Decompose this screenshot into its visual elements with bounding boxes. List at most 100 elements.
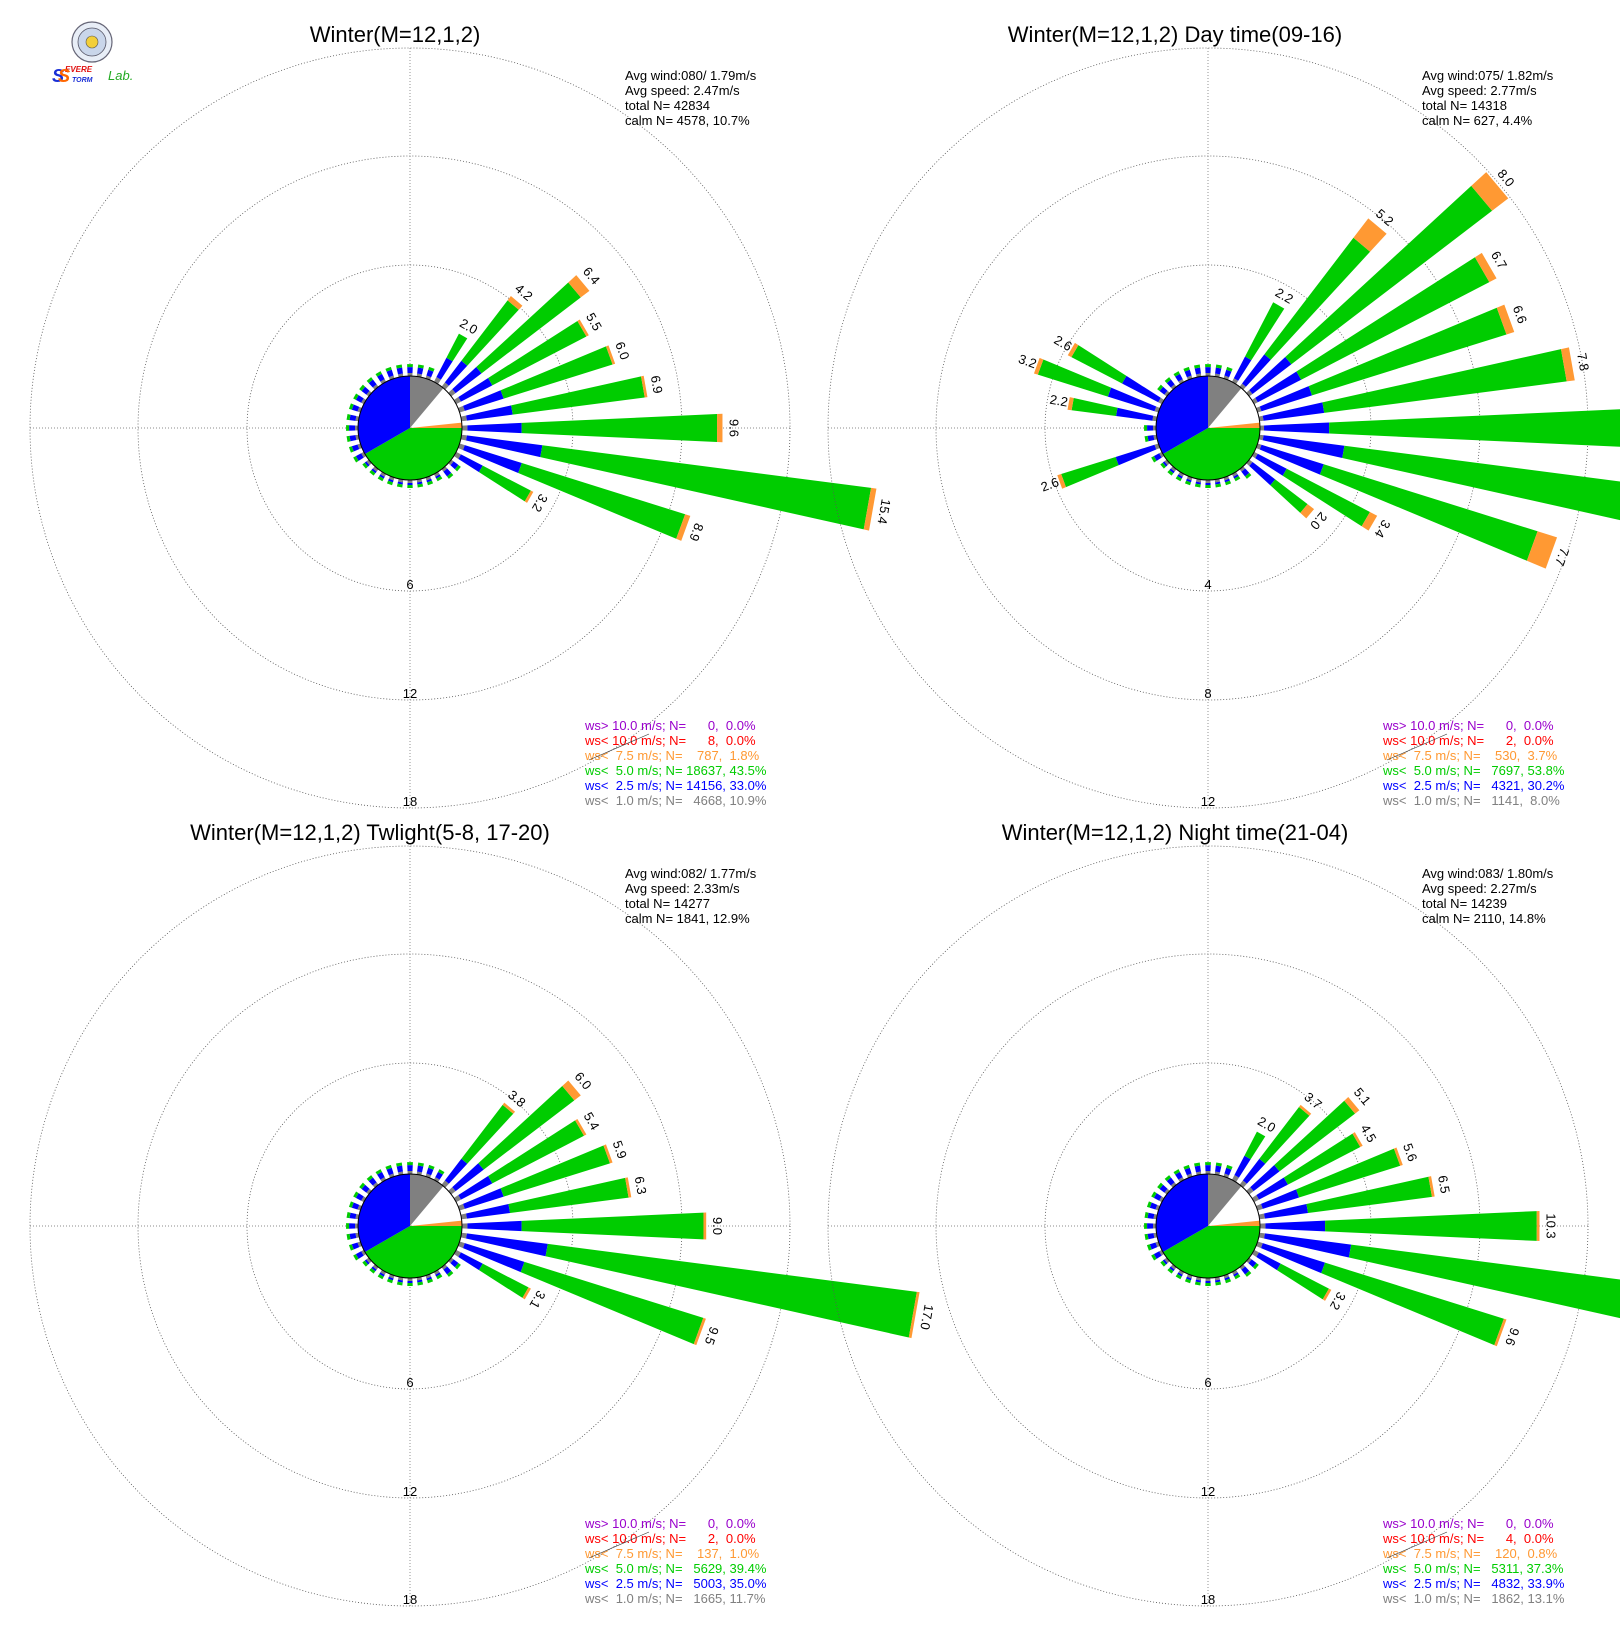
bar-seg-ws2-5: [1234, 1155, 1251, 1178]
filler-bar-mid: [1173, 371, 1180, 377]
filler-bar-calm: [366, 459, 372, 466]
filler-bar-low: [396, 367, 403, 375]
stat-avg-speed: Avg speed: 2.27m/s: [1422, 881, 1537, 896]
filler-bar-calm: [1205, 479, 1211, 483]
filler-bar-low: [1233, 1272, 1239, 1277]
bar-seg-ws7-5: [603, 1144, 613, 1164]
filler-bar-low: [377, 373, 385, 382]
filler-bar-low: [1241, 1266, 1250, 1275]
filler-bar-calm: [433, 1269, 440, 1275]
filler-bar-low: [364, 1259, 370, 1265]
bar-pct-label: 3.2: [529, 491, 551, 514]
bar-seg-ws1: [1259, 1223, 1266, 1229]
bar-seg-ws7-5: [908, 1291, 920, 1339]
bar-seg-ws2-5: [1255, 371, 1302, 403]
filler-bar-calm: [441, 1264, 448, 1270]
bar-seg-ws5: [511, 376, 645, 415]
bar-seg-ws1: [1258, 1213, 1265, 1220]
filler-bar-mid: [346, 1233, 351, 1240]
filler-bar-mid: [1144, 1223, 1148, 1229]
filler-bar-low: [1194, 367, 1201, 375]
filler-bar-calm: [448, 459, 454, 466]
filler-bar-mid: [1144, 425, 1148, 431]
filler-bar-low: [1169, 468, 1175, 474]
filler-bar-calm: [1178, 1269, 1185, 1275]
bar-seg-ws5: [1342, 445, 1620, 521]
bar-seg-ws7-5: [625, 1177, 632, 1198]
filler-bar-calm: [361, 451, 367, 458]
bar-seg-ws5: [1244, 1131, 1266, 1160]
bar-pct-label: 7.8: [1574, 352, 1592, 372]
bar-seg-ws5: [1306, 1176, 1432, 1214]
filler-bar-low: [349, 435, 357, 442]
filler-bar-calm: [366, 1188, 372, 1195]
bar-pct-label: 3.1: [527, 1288, 549, 1311]
bar-seg-ws2-5: [1262, 435, 1345, 459]
filler-bar-mid: [417, 483, 424, 488]
bar-seg-ws7-5: [1536, 1210, 1540, 1242]
filler-bar-low: [1159, 1184, 1168, 1193]
filler-bar-mid: [427, 1278, 434, 1284]
filler-bar-mid: [369, 1267, 376, 1274]
bar-seg-ws1: [461, 1223, 468, 1229]
legend-entry: ws< 5.0 m/s; N= 18637, 43.5%: [584, 763, 767, 778]
filler-bar-mid: [1164, 1175, 1171, 1182]
filler-bar-low: [1169, 1266, 1175, 1272]
filler-bar-mid: [1146, 1244, 1152, 1251]
filler-bar-calm: [407, 1171, 413, 1175]
filler-bar-low: [1205, 367, 1211, 374]
filler-bar-low: [1147, 1223, 1154, 1229]
bar-pct-label: 5.6: [1400, 1141, 1420, 1163]
bar-seg-ws7-5: [1526, 531, 1558, 569]
bar-seg-ws2-5: [1255, 453, 1287, 476]
ring-label: 12: [403, 1484, 417, 1499]
filler-bar-mid: [1194, 1162, 1201, 1167]
filler-bar-low: [377, 1171, 385, 1180]
filler-bar-low: [1224, 1167, 1232, 1176]
filler-bar-mid: [407, 484, 413, 488]
filler-bar-low: [435, 1171, 443, 1180]
filler-bar-mid: [359, 384, 366, 391]
bar-seg-ws5: [1329, 409, 1620, 447]
filler-bar-mid: [385, 366, 392, 372]
bar-seg-ws2-5: [458, 1252, 483, 1271]
legend-strike-line: [1386, 733, 1448, 761]
ring-label: 6: [406, 1375, 413, 1390]
filler-bar-mid: [346, 1223, 350, 1229]
filler-bar-mid: [1234, 1274, 1241, 1280]
filler-bar-calm: [1159, 451, 1165, 458]
filler-bar-calm: [1231, 471, 1238, 477]
bar-seg-ws1: [458, 1241, 465, 1249]
bar-seg-ws2-5: [1259, 444, 1324, 475]
filler-bar-low: [1184, 1167, 1192, 1176]
bar-seg-ws5: [1319, 464, 1538, 561]
bar-pct-label: 8.9: [686, 521, 706, 543]
filler-bar-mid: [1160, 1260, 1167, 1267]
stat-total: total N= 14239: [1422, 896, 1507, 911]
filler-bar-low: [1205, 482, 1211, 485]
filler-bar-low: [1194, 1165, 1201, 1173]
filler-bar-low: [407, 1165, 413, 1172]
legend-entry: ws< 7.5 m/s; N= 120, 0.8%: [1382, 1546, 1558, 1561]
filler-bar-calm: [1205, 1277, 1211, 1281]
bar-pct-label: 5.9: [610, 1139, 630, 1161]
bar-seg-ws7-5: [1322, 1288, 1332, 1301]
filler-bar-mid: [1215, 483, 1222, 488]
stat-avg-wind: Avg wind:082/ 1.77m/s: [625, 866, 757, 881]
bar-pct-label: 5.4: [581, 1110, 603, 1133]
filler-bar-low: [355, 453, 364, 461]
bar-pct-label: 5.5: [583, 310, 605, 333]
filler-bar-low: [426, 478, 432, 483]
filler-bar-calm: [355, 425, 359, 431]
filler-bar-low: [450, 461, 459, 470]
filler-bar-calm: [1239, 466, 1246, 472]
pie-slice-ws7-5: [1208, 1220, 1260, 1226]
bar-seg-ws2-5: [452, 367, 482, 394]
filler-bar-mid: [1215, 1281, 1222, 1286]
bar-seg-ws7-5: [1496, 304, 1515, 335]
wind-rose-panel: 612183.86.05.45.96.39.017.09.53.1Winter(…: [29, 820, 937, 1607]
filler-bar-calm: [1159, 1249, 1165, 1256]
filler-bar-mid: [1157, 1182, 1164, 1189]
bar-pct-label: 15.4: [875, 498, 894, 526]
